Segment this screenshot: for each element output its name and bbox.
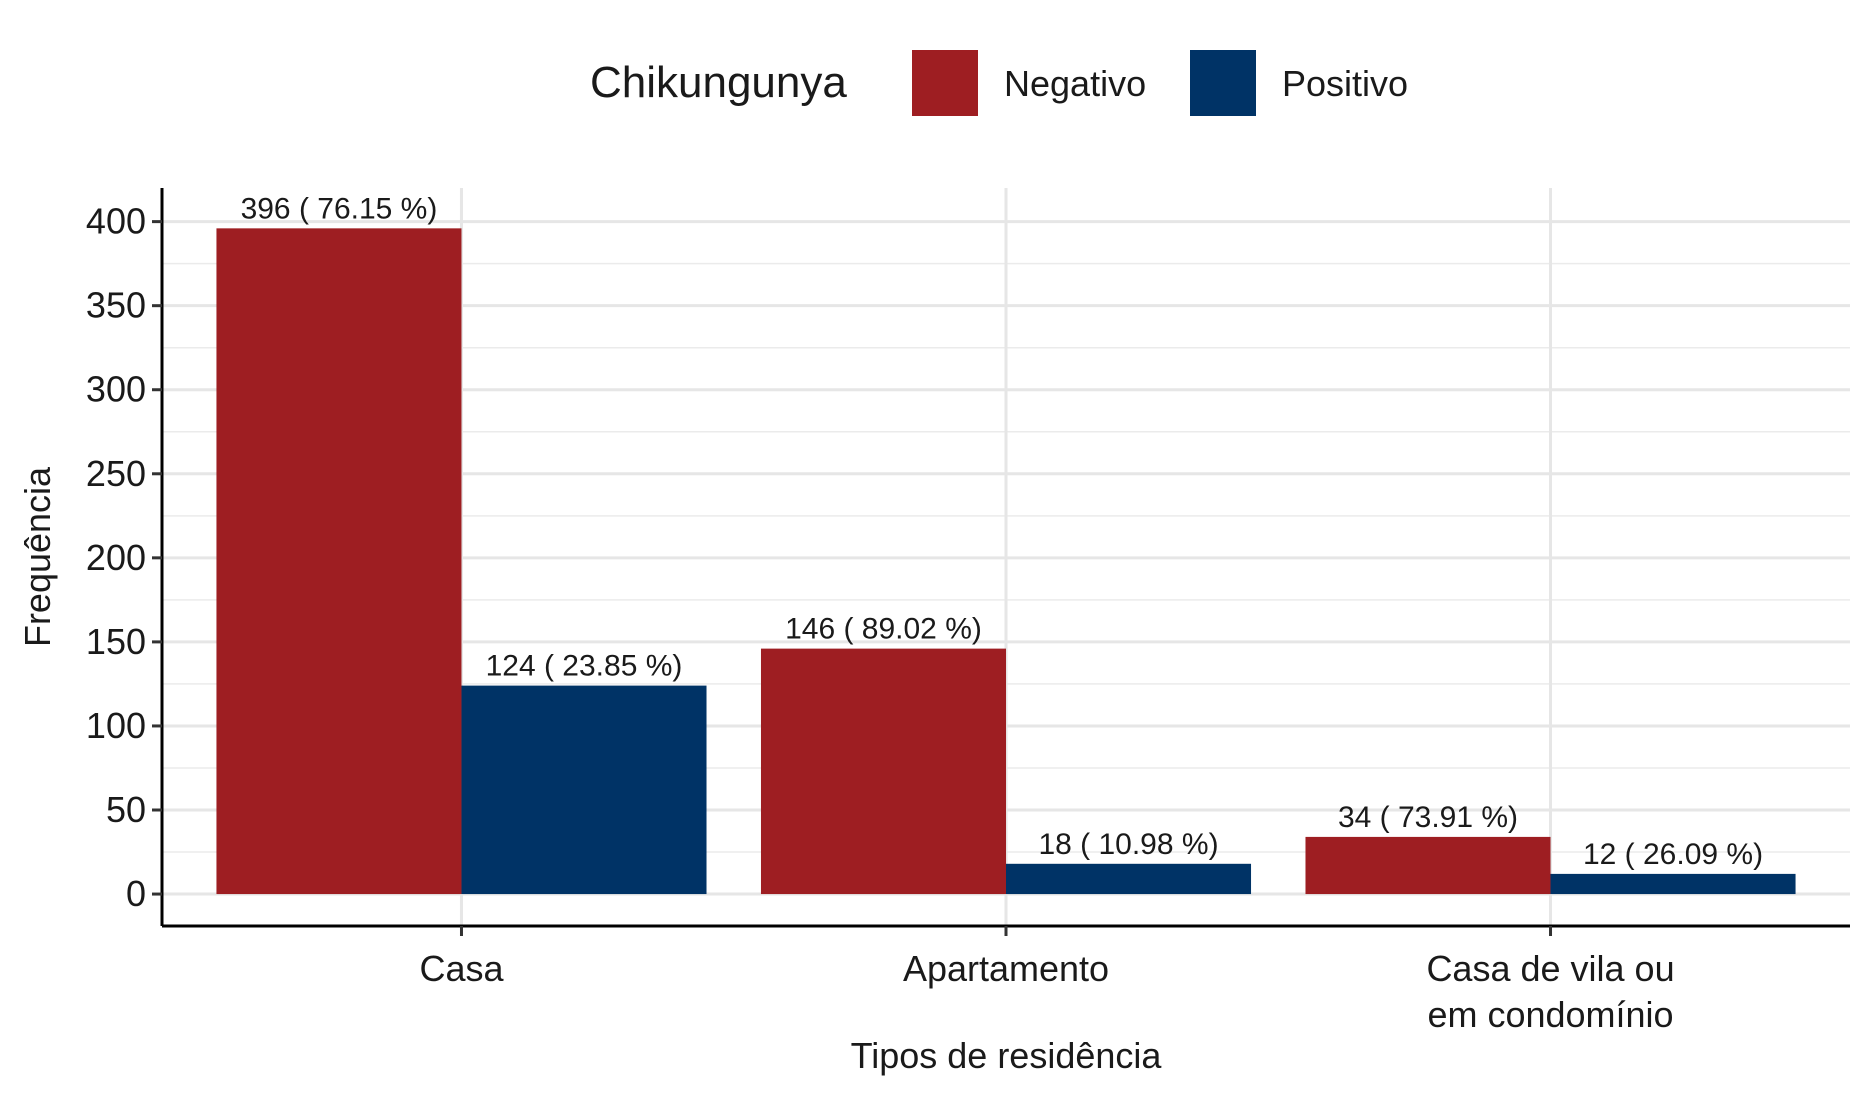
y-tick-label: 150 <box>86 621 146 662</box>
bar-value-label: 124 ( 23.85 %) <box>486 650 683 683</box>
bar <box>1006 863 1252 895</box>
y-tick-label: 250 <box>86 453 146 494</box>
legend-key-swatch <box>1190 50 1256 116</box>
bar <box>1550 873 1796 895</box>
x-tick-label-line: Casa <box>419 948 504 989</box>
bar <box>1305 836 1551 895</box>
bar-value-label: 12 ( 26.09 %) <box>1583 838 1763 871</box>
x-tick-label-line: em condomínio <box>1427 994 1673 1035</box>
y-tick-label: 200 <box>86 537 146 578</box>
bar-value-label: 34 ( 73.91 %) <box>1338 801 1518 834</box>
bar-value-label: 18 ( 10.98 %) <box>1038 828 1218 861</box>
x-tick-label-line: Casa de vila ou <box>1426 948 1674 989</box>
bar <box>760 648 1006 895</box>
bar <box>461 685 707 895</box>
legend: Chikungunya Negativo Positivo <box>590 50 1408 116</box>
axes: 0 50 100 150 200 250 300 350 400 Casa Apartamento C… <box>86 188 1850 1035</box>
y-axis-title: Frequência <box>17 466 58 647</box>
bar-value-label: 396 ( 76.15 %) <box>241 192 438 225</box>
bar-value-label: 146 ( 89.02 %) <box>785 613 982 646</box>
y-tick-label: 350 <box>86 285 146 326</box>
data-labels: 396 ( 76.15 %) 146 ( 89.02 %) 34 ( 73.91 %… <box>241 192 1764 871</box>
y-tick-label: 100 <box>86 705 146 746</box>
bars <box>216 228 1796 895</box>
x-tick-label: Apartamento <box>903 948 1109 989</box>
x-tick-label-line: Apartamento <box>903 948 1109 989</box>
x-tick-label: Casa de vila ou em condomínio <box>1426 948 1674 1035</box>
y-tick-label: 300 <box>86 369 146 410</box>
x-axis-title: Tipos de residência <box>851 1035 1163 1076</box>
legend-item-label: Positivo <box>1282 63 1408 104</box>
x-tick-label: Casa <box>419 948 504 989</box>
legend-key-swatch <box>912 50 978 116</box>
y-tick-label: 50 <box>106 789 146 830</box>
legend-item-label: Negativo <box>1004 63 1146 104</box>
legend-title: Chikungunya <box>590 58 847 107</box>
bar <box>216 228 462 895</box>
y-tick-label: 0 <box>126 873 146 914</box>
y-tick-label: 400 <box>86 201 146 242</box>
